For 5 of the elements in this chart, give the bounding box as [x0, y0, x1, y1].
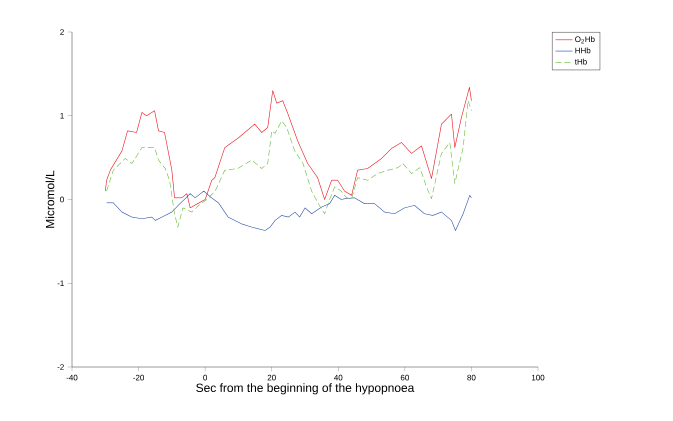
- line-series: [104, 86, 472, 208]
- line-series: [106, 100, 472, 228]
- line-series: [106, 190, 472, 231]
- x-axis-title: Sec from the beginning of the hypopnoea: [196, 383, 414, 394]
- y-axis-title: Micromol/L: [46, 170, 54, 228]
